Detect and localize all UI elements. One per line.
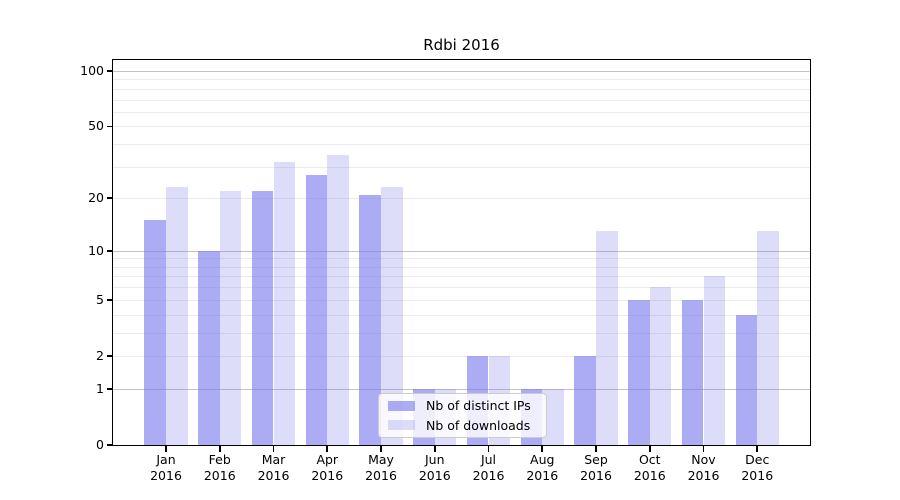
x-tick-label: Nov 2016 [687,452,720,483]
x-tick-label: Aug 2016 [526,452,559,483]
bar-distinct-ips-nov [681,299,704,445]
bar-distinct-ips-feb [198,250,220,445]
gridline-minor [113,258,810,260]
gridline-minor [113,332,810,334]
x-tick-label: Sep 2016 [580,452,612,483]
bar-downloads-feb [219,190,242,445]
x-tick-label: Feb 2016 [203,452,236,483]
chart-title: Rdbi 2016 [423,36,500,54]
y-tick-mark [106,249,112,252]
legend-item-downloads: Nb of downloads [388,418,537,434]
x-tick-mark [165,446,167,452]
x-tick-mark [380,446,382,452]
gridline-major [113,250,810,252]
bar-downloads-aug [542,388,564,445]
x-tick-label: Jun 2016 [418,452,451,483]
y-tick-label: 5 [96,291,104,307]
gridline-minor [113,166,810,168]
x-tick-mark [326,446,329,452]
bar-downloads-mar [273,161,296,445]
x-tick-mark [487,446,490,452]
legend-swatch-downloads [388,420,415,431]
bar-downloads-sep [596,231,618,445]
gridline-minor [113,126,810,128]
y-tick-mark [106,125,112,128]
legend: Nb of distinct IPs Nb of downloads [378,393,547,438]
y-tick-label: 0 [96,437,104,452]
y-tick-mark [106,355,112,357]
gridline-minor [113,287,810,289]
legend-label-downloads: Nb of downloads [426,417,531,433]
x-tick-mark [702,446,705,452]
bar-downloads-nov [703,276,726,445]
y-tick-mark [106,298,112,301]
y-tick-label: 20 [88,190,104,206]
gridline-minor [113,144,810,146]
bar-distinct-ips-mar [251,190,274,445]
y-tick-label: 50 [88,118,104,134]
y-tick-mark [106,197,112,200]
bar-downloads-apr [327,154,349,445]
bar-distinct-ips-jan [144,220,166,445]
gridline-major [113,388,810,390]
legend-swatch-distinct-ips [388,400,415,411]
y-tick-mark [106,387,112,390]
y-tick-mark [106,444,112,446]
x-tick-mark [218,446,221,452]
x-tick-mark [595,446,597,452]
x-tick-mark [272,446,275,452]
bar-distinct-ips-apr [305,174,328,445]
gridline-minor [113,99,810,101]
bar-distinct-ips-dec [735,314,758,445]
x-tick-label: Jan 2016 [150,452,182,483]
x-tick-label: Mar 2016 [257,452,290,483]
y-tick-label: 100 [80,62,104,78]
gridline-minor [113,276,810,278]
x-tick-mark [648,446,651,452]
gridline-major [113,70,810,72]
gridline-minor [113,198,810,200]
y-tick-label: 1 [96,380,104,396]
y-tick-label: 2 [96,347,104,363]
bar-distinct-ips-may [359,194,381,445]
gridline-minor [113,266,810,268]
x-tick-mark [541,446,544,452]
bar-downloads-jan [166,187,188,445]
x-tick-label: May 2016 [365,452,397,483]
gridline-minor [113,314,810,316]
bar-distinct-ips-sep [574,355,596,445]
gridline-minor [113,79,810,81]
gridline-minor [113,111,810,113]
bar-downloads-may [381,187,403,445]
bar-downloads-oct [649,287,672,445]
gridline-minor [113,299,810,301]
y-tick-label: 10 [88,242,104,258]
legend-label-distinct-ips: Nb of distinct IPs [426,398,531,414]
x-tick-label: Dec 2016 [741,452,774,483]
x-tick-label: Apr 2016 [311,452,344,483]
legend-item-distinct-ips: Nb of distinct IPs [388,398,537,414]
gridline-minor [113,88,810,90]
x-tick-label: Jul 2016 [472,452,505,483]
gridline-minor [113,355,810,357]
x-tick-label: Oct 2016 [633,452,666,483]
y-tick-mark [106,70,112,72]
bar-downloads-dec [757,231,779,445]
bar-distinct-ips-oct [628,299,650,445]
x-tick-mark [433,446,436,452]
x-tick-mark [756,446,759,452]
